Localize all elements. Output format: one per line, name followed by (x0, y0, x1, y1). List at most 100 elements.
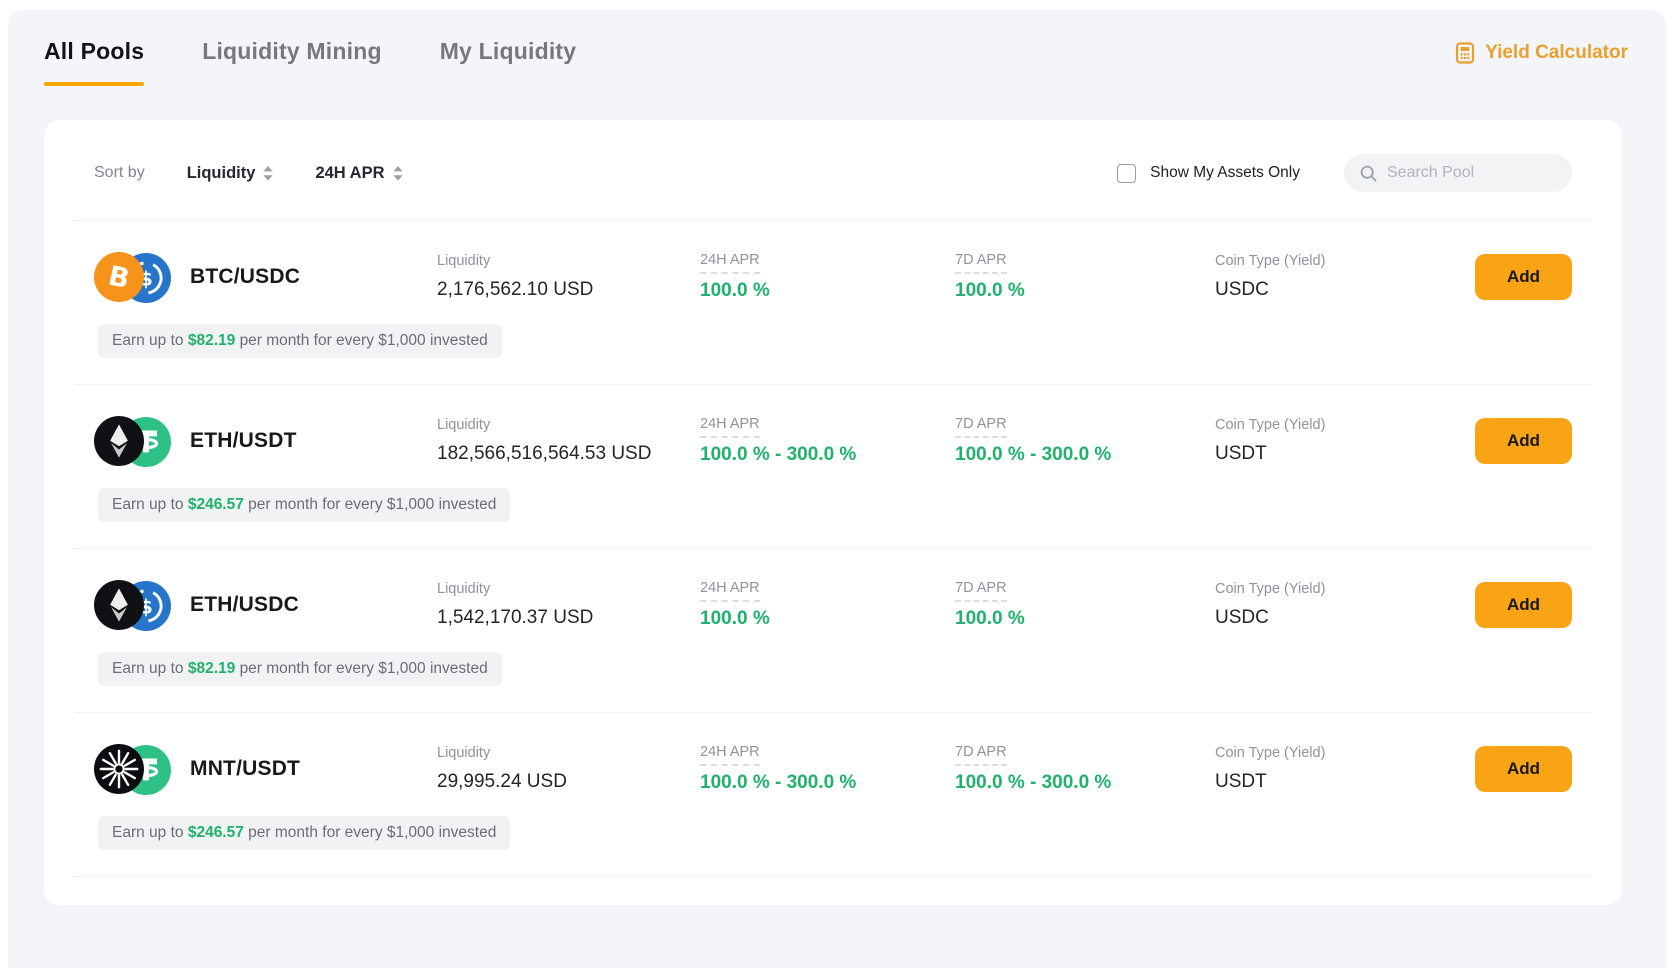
coin-pair-icons (94, 743, 171, 795)
tab-all-pools-label: All Pools (44, 38, 145, 64)
apr-24h-column-label[interactable]: 24H APR (700, 744, 760, 766)
pool-row-eth-usdt: ETH/USDT Liquidity 182,566,516,564.53 US… (44, 385, 1622, 548)
liquidity-value: 1,542,170.37 USD (437, 607, 594, 628)
apr-24h-column-label[interactable]: 24H APR (700, 580, 760, 602)
apr-24h-column-label[interactable]: 24H APR (700, 416, 760, 438)
earn-estimate-badge: Earn up to $246.57 per month for every $… (98, 816, 511, 850)
apr-24h-value: 100.0 % - 300.0 % (700, 772, 857, 793)
add-liquidity-button[interactable]: Add (1475, 417, 1572, 464)
apr-24h-column-label[interactable]: 24H APR (700, 252, 760, 274)
coin-type-value: USDT (1215, 443, 1267, 464)
sort-by-liquidity-button[interactable]: Liquidity (187, 164, 274, 183)
eth-icon (94, 415, 144, 466)
sorter-liquidity-label: Liquidity (186, 163, 256, 182)
earn-suffix: per month for every $1,000 invested (235, 332, 488, 349)
sort-by-24h-apr-button[interactable]: 24H APR (315, 163, 403, 183)
coin-type-value: USDC (1215, 279, 1269, 300)
coin-pair-icons (94, 415, 171, 467)
liquidity-column-label: Liquidity (437, 581, 491, 597)
coin-pair-icons (94, 251, 171, 303)
coin-type-column-label: Coin Type (Yield) (1215, 745, 1326, 761)
liquidity-value: 182,566,516,564.53 USD (437, 443, 652, 464)
liquidity-value: 2,176,562.10 USD (437, 279, 594, 300)
tab-my-liquidity[interactable]: My Liquidity (440, 38, 577, 86)
tab-liquidity-mining[interactable]: Liquidity Mining (202, 38, 382, 86)
sort-by-label: Sort by (94, 164, 145, 181)
search-icon (1360, 165, 1377, 182)
pool-pair-name: ETH/USDC (190, 592, 299, 616)
tab-my-liquidity-label: My Liquidity (439, 38, 577, 64)
pool-row-btc-usdc: BTC/USDC Liquidity 2,176,562.10 USD 24H … (44, 221, 1622, 384)
pool-row-eth-usdc: ETH/USDC Liquidity 1,542,170.37 USD 24H … (44, 549, 1622, 712)
pool-row-mnt-usdt: MNT/USDT Liquidity 29,995.24 USD 24H APR… (44, 713, 1622, 876)
earn-suffix: per month for every $1,000 invested (243, 824, 497, 841)
yield-calculator-link[interactable]: Yield Calculator (1454, 42, 1628, 64)
calculator-icon (1454, 42, 1476, 64)
sorter-24h-apr-label: 24H APR (315, 163, 385, 182)
mnt-icon (94, 743, 144, 794)
earn-prefix: Earn up to (112, 824, 188, 841)
section-divider (74, 220, 1592, 221)
row-divider (74, 876, 1592, 877)
pool-search[interactable] (1344, 154, 1572, 192)
earn-prefix: Earn up to (112, 660, 188, 677)
pools-card: Sort by Liquidity 24H APR Show My Assets… (44, 120, 1622, 905)
apr-7d-value: 100.0 % - 300.0 % (955, 772, 1112, 793)
apr-7d-value: 100.0 % (955, 608, 1025, 629)
apr-7d-column-label[interactable]: 7D APR (955, 580, 1007, 602)
apr-7d-value: 100.0 % - 300.0 % (955, 444, 1112, 465)
coin-type-column-label: Coin Type (Yield) (1215, 417, 1326, 433)
active-tab-underline (44, 82, 144, 86)
apr-7d-value: 100.0 % (955, 280, 1025, 301)
add-liquidity-button[interactable]: Add (1475, 745, 1572, 792)
sort-arrows-icon (263, 165, 274, 181)
liquidity-value: 29,995.24 USD (437, 771, 567, 792)
show-my-assets-toggle[interactable]: Show My Assets Only (1117, 163, 1300, 183)
row-divider (74, 712, 1592, 713)
earn-estimate-badge: Earn up to $246.57 per month for every $… (98, 488, 511, 522)
coin-type-value: USDC (1215, 607, 1269, 628)
coin-type-value: USDT (1215, 771, 1267, 792)
earn-estimate-badge: Earn up to $82.19 per month for every $1… (98, 324, 502, 358)
earn-amount: $82.19 (187, 332, 236, 349)
tab-bar: All Pools Liquidity Mining My Liquidity (8, 10, 1666, 110)
apr-24h-value: 100.0 % (700, 608, 770, 629)
add-liquidity-button[interactable]: Add (1475, 253, 1572, 300)
earn-suffix: per month for every $1,000 invested (235, 660, 488, 677)
sort-arrows-icon (392, 165, 403, 181)
liquidity-column-label: Liquidity (437, 745, 491, 761)
apr-7d-column-label[interactable]: 7D APR (955, 416, 1007, 438)
apr-7d-column-label[interactable]: 7D APR (955, 744, 1007, 766)
btc-icon (94, 251, 144, 302)
earn-prefix: Earn up to (112, 496, 188, 513)
add-liquidity-button[interactable]: Add (1475, 581, 1572, 628)
liquidity-column-label: Liquidity (437, 417, 491, 433)
tab-liquidity-mining-label: Liquidity Mining (202, 38, 382, 64)
search-pool-input[interactable] (1387, 164, 1556, 182)
apr-24h-value: 100.0 % - 300.0 % (700, 444, 857, 465)
earn-amount: $82.19 (187, 660, 236, 677)
tab-all-pools[interactable]: All Pools (44, 38, 144, 86)
pool-pair-name: BTC/USDC (190, 264, 301, 288)
show-my-assets-label: Show My Assets Only (1150, 164, 1300, 181)
apr-24h-value: 100.0 % (700, 280, 770, 301)
pool-pair-name: MNT/USDT (190, 756, 301, 780)
show-my-assets-checkbox[interactable] (1117, 163, 1137, 183)
apr-7d-column-label[interactable]: 7D APR (955, 252, 1007, 274)
earn-prefix: Earn up to (112, 332, 188, 349)
liquidity-column-label: Liquidity (437, 253, 491, 269)
coin-type-column-label: Coin Type (Yield) (1215, 581, 1326, 597)
yield-calculator-label: Yield Calculator (1485, 42, 1628, 63)
pool-pair-name: ETH/USDT (190, 428, 297, 452)
earn-suffix: per month for every $1,000 invested (243, 496, 497, 513)
row-divider (74, 548, 1592, 549)
pools-toolbar: Sort by Liquidity 24H APR Show My Assets… (44, 120, 1622, 220)
coin-pair-icons (94, 579, 171, 631)
eth-icon (94, 579, 144, 630)
earn-amount: $246.57 (187, 496, 244, 513)
coin-type-column-label: Coin Type (Yield) (1215, 253, 1326, 269)
row-divider (74, 384, 1592, 385)
earn-amount: $246.57 (187, 824, 244, 841)
liquidity-pools-page: All Pools Liquidity Mining My Liquidity (8, 10, 1666, 968)
earn-estimate-badge: Earn up to $82.19 per month for every $1… (98, 652, 502, 686)
